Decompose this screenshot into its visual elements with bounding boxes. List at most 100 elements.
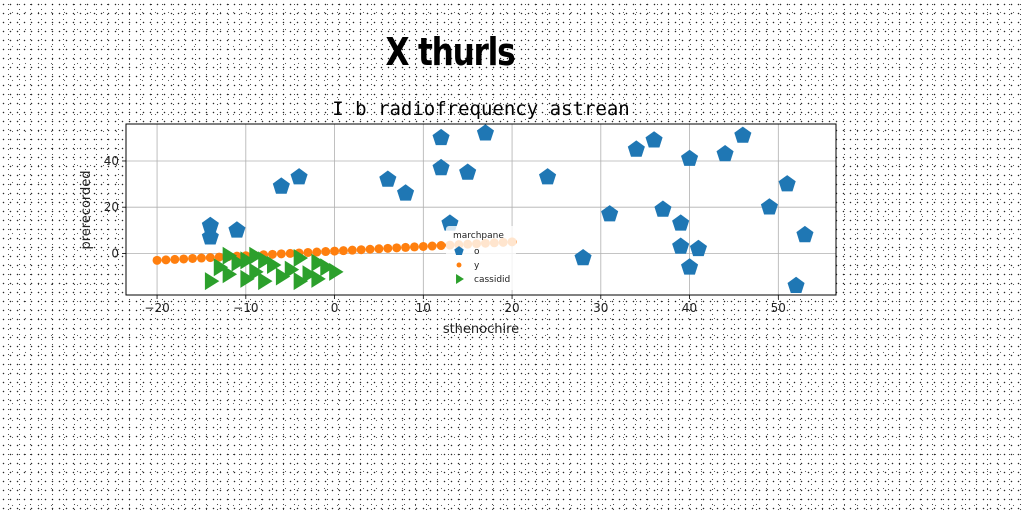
x-tick-label: 30	[593, 301, 608, 315]
series-cassidid	[204, 246, 344, 291]
legend-marker	[454, 246, 464, 255]
data-point	[188, 253, 198, 263]
legend-marker	[456, 262, 462, 268]
data-point	[796, 225, 814, 243]
data-point	[249, 262, 264, 281]
figure-title: X thurls	[385, 30, 516, 74]
legend-label: y	[474, 261, 480, 271]
data-point	[356, 245, 366, 255]
data-point	[222, 246, 238, 265]
legend-box	[446, 226, 516, 290]
data-point	[240, 251, 255, 270]
data-point	[276, 249, 286, 259]
data-point	[290, 168, 308, 185]
data-point	[275, 267, 291, 286]
data-point	[179, 254, 189, 264]
data-point	[734, 126, 752, 143]
x-tick-label: −10	[233, 301, 258, 315]
data-point	[689, 239, 707, 257]
data-point	[787, 276, 805, 293]
data-point	[285, 248, 295, 258]
data-point	[476, 124, 494, 141]
data-point	[161, 255, 171, 265]
data-point	[170, 254, 180, 264]
data-point	[214, 252, 224, 262]
data-point	[231, 253, 246, 272]
y-tick-label: 20	[104, 200, 119, 214]
data-point	[284, 260, 300, 279]
data-point	[436, 241, 446, 251]
data-point	[778, 175, 796, 192]
data-point	[258, 251, 273, 270]
data-point	[654, 200, 672, 217]
data-point	[205, 253, 215, 263]
plot-frame	[125, 123, 837, 296]
data-point	[432, 128, 450, 146]
data-point	[240, 269, 255, 288]
data-point	[347, 245, 357, 255]
data-point	[459, 163, 477, 180]
data-point	[672, 237, 690, 254]
y-axis-label: prerecorded	[79, 170, 94, 249]
data-point	[374, 244, 384, 254]
data-point	[293, 272, 309, 291]
data-point	[427, 241, 437, 251]
data-point	[320, 258, 335, 277]
data-point	[204, 272, 220, 291]
plot-title: I b radiofrequency astrean	[332, 98, 629, 120]
data-point	[574, 249, 592, 266]
legend-title: marchpane	[453, 231, 504, 241]
y-tick-label: 40	[104, 154, 119, 168]
x-tick-label: 10	[416, 301, 431, 315]
data-point	[716, 145, 734, 162]
data-point	[222, 265, 238, 284]
data-point	[401, 242, 411, 252]
data-point	[321, 247, 331, 257]
legend-marker	[456, 274, 464, 284]
x-axis-label: sthenochire	[443, 322, 519, 337]
data-point	[258, 272, 273, 291]
data-point	[201, 228, 219, 245]
data-point	[365, 244, 375, 254]
data-point	[329, 262, 344, 281]
data-point	[267, 249, 277, 259]
data-point	[249, 246, 264, 265]
data-point	[383, 243, 393, 253]
data-point	[330, 246, 340, 256]
data-point	[312, 247, 322, 257]
data-point	[379, 170, 397, 187]
data-point	[418, 241, 428, 251]
x-tick-label: 20	[504, 301, 519, 315]
data-point	[311, 253, 326, 272]
data-point	[681, 149, 699, 166]
data-point	[539, 168, 557, 185]
x-tick-label: 50	[771, 301, 786, 315]
data-point	[338, 246, 348, 256]
y-tick-label: 0	[111, 246, 119, 260]
legend-label: o	[474, 247, 480, 257]
data-point	[201, 216, 219, 233]
legend: marchpane oy cassidid	[446, 226, 516, 290]
data-point	[627, 140, 645, 157]
data-point	[293, 249, 309, 268]
data-point	[432, 158, 450, 176]
data-point	[681, 258, 699, 275]
x-tick-label: −20	[144, 301, 169, 315]
data-point	[311, 269, 326, 288]
x-tick-label: 0	[331, 301, 339, 315]
data-point	[397, 184, 415, 201]
data-point	[392, 243, 402, 253]
data-point	[152, 255, 162, 265]
data-point	[672, 214, 690, 231]
data-point	[196, 253, 206, 263]
data-point	[213, 258, 229, 277]
legend-label: cassidid	[474, 275, 510, 285]
data-point	[409, 242, 419, 252]
data-point	[303, 247, 313, 257]
data-point	[760, 198, 778, 215]
data-point	[645, 131, 663, 148]
x-tick-label: 40	[682, 301, 697, 315]
data-point	[228, 221, 246, 238]
data-point	[601, 205, 619, 222]
